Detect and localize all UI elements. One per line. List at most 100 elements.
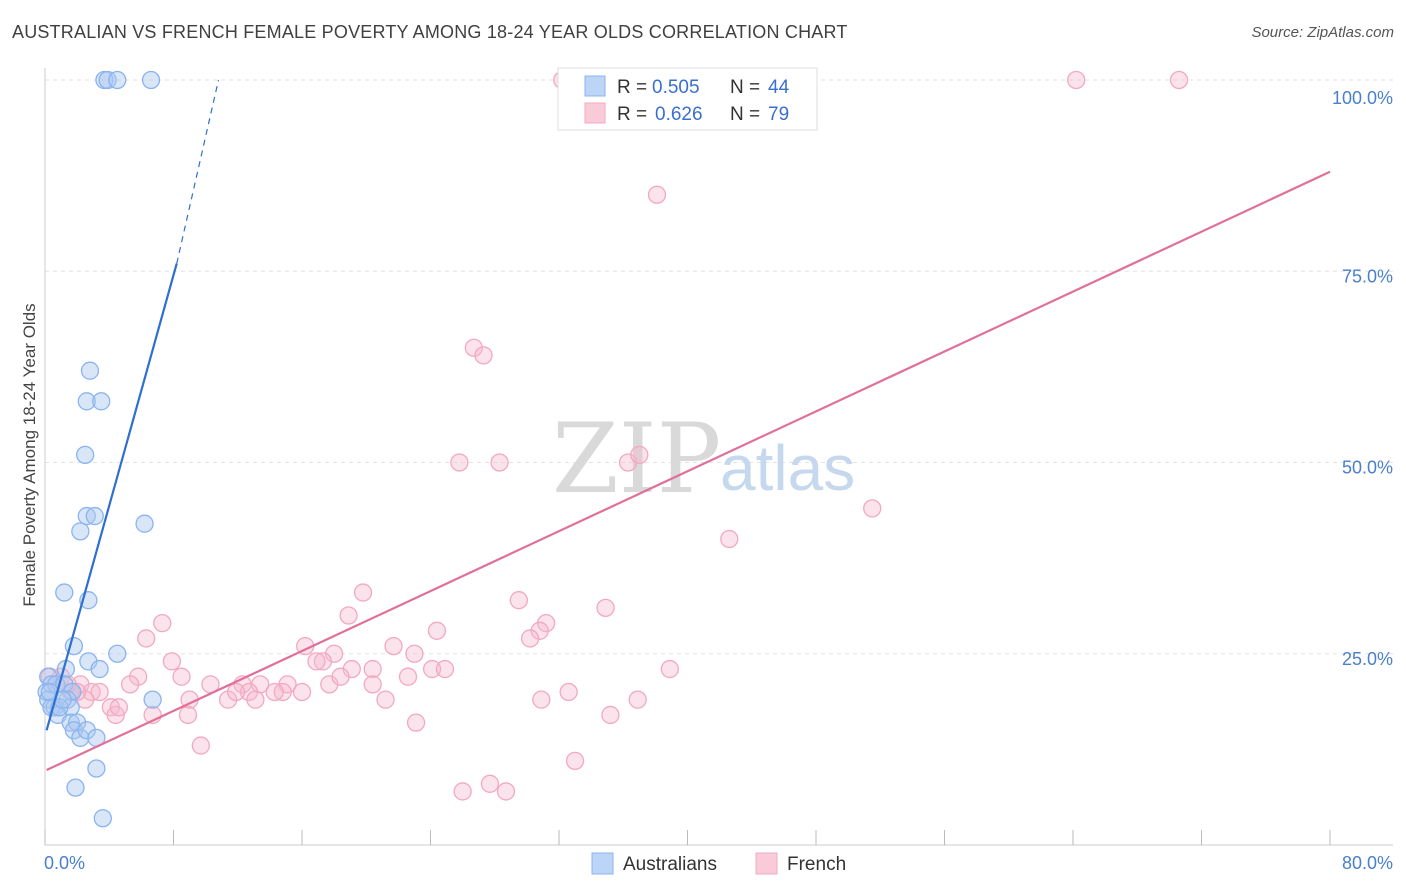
stats-r-label-2: R = xyxy=(617,104,647,125)
french-point-76 xyxy=(109,698,129,717)
australians-point-15 xyxy=(108,644,127,663)
french-point-18 xyxy=(530,621,549,640)
watermark-atlas: atlas xyxy=(720,432,855,504)
french-point-6 xyxy=(474,346,493,365)
watermark-zip: ZIP xyxy=(552,403,721,515)
australians-point-42 xyxy=(93,809,112,828)
french-point-72 xyxy=(496,782,516,801)
french-point-46 xyxy=(292,682,312,702)
watermark: ZIP atlas xyxy=(552,403,855,515)
legend-swatch-french xyxy=(755,852,778,875)
french-point-45 xyxy=(265,682,284,702)
y-tick-label-2: 75.0% xyxy=(1342,266,1393,286)
french-point-56 xyxy=(120,675,140,694)
french-point-24 xyxy=(384,636,403,656)
australians-point-40 xyxy=(87,759,106,778)
french-point-69 xyxy=(565,751,585,770)
french-point-31 xyxy=(363,659,382,679)
french-point-58 xyxy=(246,690,265,709)
y-tick-label-0: 25.0% xyxy=(1342,649,1393,669)
french-point-68 xyxy=(191,736,210,755)
stats-r-value-1: 0.505 xyxy=(652,77,700,98)
legend-label-australians: Australians xyxy=(623,854,717,875)
french-point-34 xyxy=(435,659,455,679)
french-point-4 xyxy=(647,185,667,204)
stats-swatch-australians xyxy=(584,75,606,97)
french-point-26 xyxy=(313,652,333,671)
french-trend-line xyxy=(46,170,1331,772)
australians-point-5 xyxy=(77,392,96,411)
australians-point-6 xyxy=(92,392,111,411)
source-label: Source: ZipAtlas.com xyxy=(1251,24,1394,41)
australians-point-18 xyxy=(90,659,109,679)
australians-point-41 xyxy=(66,778,85,797)
french-point-13 xyxy=(353,583,373,602)
french-point-78 xyxy=(331,667,350,686)
australians-point-4 xyxy=(80,361,100,380)
french-point-11 xyxy=(863,499,882,518)
gridlines xyxy=(45,79,1393,655)
australians-point-12 xyxy=(55,583,74,602)
australians-trend-extension xyxy=(176,79,220,264)
stats-swatch-french xyxy=(584,102,606,124)
french-point-70 xyxy=(453,782,472,801)
stats-n-value-1: 44 xyxy=(768,77,790,98)
french-point-37 xyxy=(172,667,191,686)
legend: Australians French xyxy=(591,852,846,875)
stats-n-value-2: 79 xyxy=(768,104,789,125)
legend-swatch-australians xyxy=(591,852,614,875)
french-point-2 xyxy=(1067,70,1086,90)
x-tick-min: 0.0% xyxy=(44,853,85,873)
stats-r-label-1: R = xyxy=(617,77,647,98)
french-point-66 xyxy=(601,705,620,725)
french-point-43 xyxy=(363,675,382,694)
french-point-33 xyxy=(422,659,442,679)
french-point-15 xyxy=(509,591,528,610)
trend-lines xyxy=(45,79,1331,772)
australians-point-10 xyxy=(135,514,154,533)
australians-points xyxy=(37,70,162,828)
australians-point-7 xyxy=(76,445,95,465)
french-point-29 xyxy=(162,652,182,671)
french-point-10 xyxy=(630,445,649,465)
french-point-7 xyxy=(450,453,469,472)
stats-n-label-2: N = xyxy=(730,104,760,125)
australians-point-2 xyxy=(108,70,127,90)
stats-n-label-1: N = xyxy=(730,77,760,98)
french-point-12 xyxy=(720,529,739,549)
y-tick-label-1: 50.0% xyxy=(1342,458,1393,478)
french-point-60 xyxy=(628,690,647,709)
stats-r-value-2: 0.626 xyxy=(655,104,703,125)
legend-label-french: French xyxy=(787,854,846,875)
australians-point-1 xyxy=(98,70,117,90)
french-point-65 xyxy=(178,705,198,725)
x-tick-max: 80.0% xyxy=(1342,853,1393,873)
australians-point-27 xyxy=(143,690,162,709)
australians-point-3 xyxy=(141,70,161,90)
australians-trend-line xyxy=(45,263,178,731)
french-point-27 xyxy=(405,644,424,663)
french-point-20 xyxy=(427,621,447,640)
french-point-28 xyxy=(307,652,326,671)
french-point-53 xyxy=(90,682,109,702)
french-point-22 xyxy=(137,629,156,648)
french-point-49 xyxy=(559,682,578,702)
y-tick-labels: 25.0% 50.0% 75.0% 100.0% xyxy=(1332,88,1393,669)
stats-box: R = 0.505 N = 44 R = 0.626 N = 79 xyxy=(557,67,818,131)
french-point-5 xyxy=(464,338,484,357)
french-point-59 xyxy=(532,690,551,709)
y-axis-label: Female Poverty Among 18-24 Year Olds xyxy=(20,303,39,606)
chart-title: AUSTRALIAN VS FRENCH FEMALE POVERTY AMON… xyxy=(12,22,848,42)
french-point-77 xyxy=(226,682,246,702)
australians-point-38 xyxy=(77,721,96,740)
french-point-67 xyxy=(406,713,426,732)
french-point-3 xyxy=(1169,70,1189,90)
french-point-16 xyxy=(596,598,615,617)
australians-point-11 xyxy=(71,522,90,541)
french-point-14 xyxy=(339,606,358,625)
french-point-35 xyxy=(660,659,679,679)
australians-point-9 xyxy=(85,506,104,526)
french-point-48 xyxy=(376,690,395,709)
french-point-21 xyxy=(153,614,172,633)
